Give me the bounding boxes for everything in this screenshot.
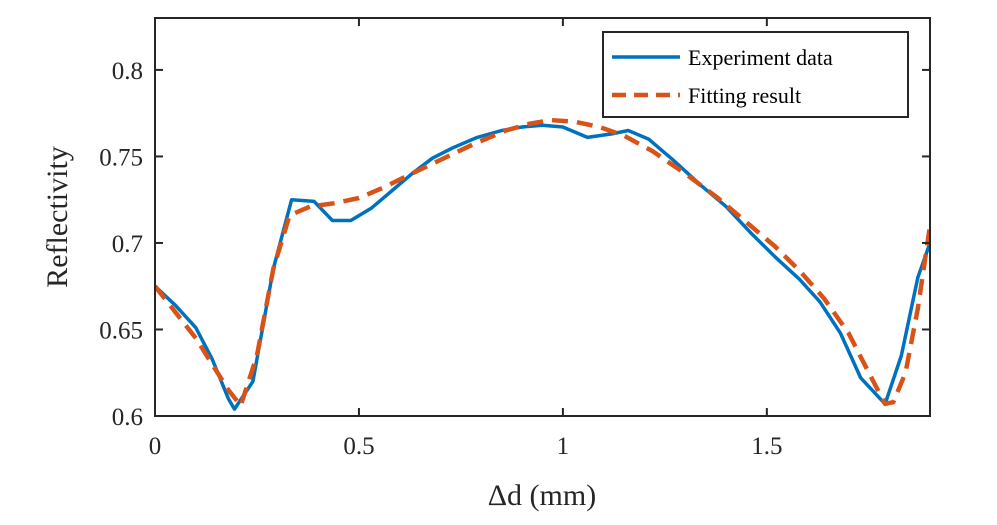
series-layer xyxy=(155,117,930,411)
y-tick-label: 0.6 xyxy=(112,404,143,431)
y-axis-label: Reflectivity xyxy=(41,146,74,288)
tick-labels: 0 0.5 1 1.5 0.6 0.65 0.7 0.75 0.8 xyxy=(99,58,782,460)
legend-label-experiment: Experiment data xyxy=(688,45,833,70)
x-tick-label: 1 xyxy=(557,433,570,460)
y-tick-label: 0.8 xyxy=(112,58,143,85)
x-axis-label: Δd (mm) xyxy=(488,479,596,512)
x-tick-label: 0.5 xyxy=(343,433,374,460)
legend: Experiment data Fitting result xyxy=(602,31,909,118)
legend-box xyxy=(602,31,909,118)
legend-label-fitting: Fitting result xyxy=(688,83,801,108)
y-tick-label: 0.7 xyxy=(112,231,143,258)
axes-box xyxy=(154,17,931,417)
ticks-layer xyxy=(154,18,930,417)
y-tick-label: 0.75 xyxy=(99,144,143,171)
x-tick-label: 1.5 xyxy=(751,433,782,460)
y-tick-label: 0.65 xyxy=(99,317,143,344)
series-fitting-result xyxy=(155,117,930,408)
x-tick-label: 0 xyxy=(149,433,162,460)
